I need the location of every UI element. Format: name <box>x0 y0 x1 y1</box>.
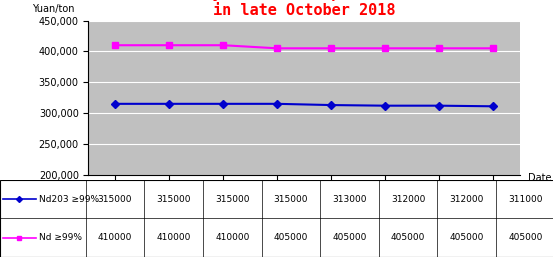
Text: 410000: 410000 <box>156 233 191 242</box>
Text: 410000: 410000 <box>98 233 132 242</box>
Text: 312000: 312000 <box>391 195 425 204</box>
Text: Date: Date <box>528 173 551 183</box>
Text: 315000: 315000 <box>215 195 249 204</box>
Text: 405000: 405000 <box>274 233 308 242</box>
Text: 312000: 312000 <box>450 195 484 204</box>
Text: 315000: 315000 <box>98 195 132 204</box>
Text: 315000: 315000 <box>156 195 191 204</box>
Text: 410000: 410000 <box>215 233 249 242</box>
Text: 405000: 405000 <box>508 233 542 242</box>
Text: 405000: 405000 <box>332 233 367 242</box>
Text: 315000: 315000 <box>274 195 308 204</box>
Title: Neodymium series price trend
in late October 2018: Neodymium series price trend in late Oct… <box>176 0 432 18</box>
Text: 405000: 405000 <box>391 233 425 242</box>
Text: Nd203 ≥99%: Nd203 ≥99% <box>39 195 100 204</box>
Text: 311000: 311000 <box>508 195 542 204</box>
Text: Nd ≥99%: Nd ≥99% <box>39 233 82 242</box>
Text: 405000: 405000 <box>450 233 484 242</box>
Text: Yuan/ton: Yuan/ton <box>33 4 75 14</box>
Text: 313000: 313000 <box>332 195 367 204</box>
